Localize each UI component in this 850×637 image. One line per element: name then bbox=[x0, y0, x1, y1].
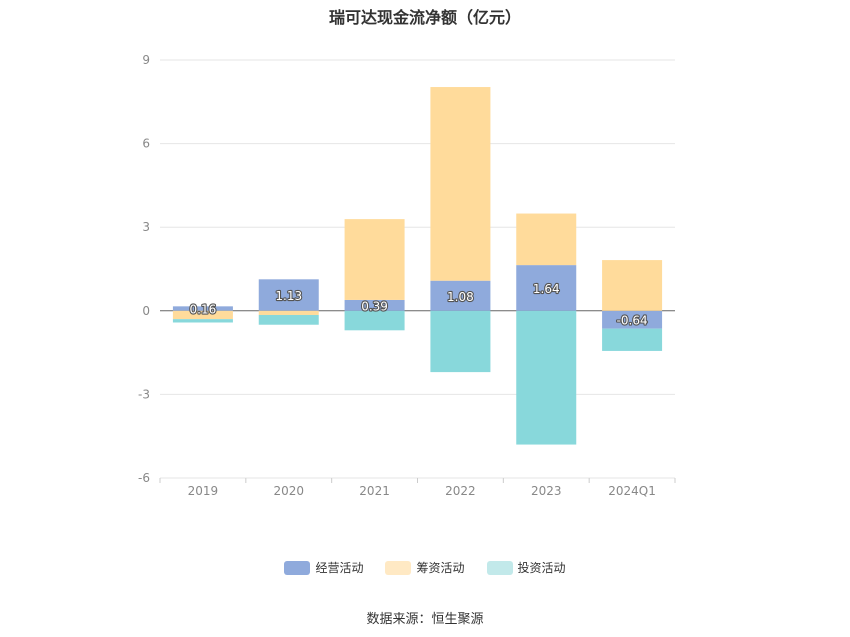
chart-title: 瑞可达现金流净额（亿元） bbox=[328, 8, 521, 27]
y-tick-label: 0 bbox=[142, 304, 150, 318]
legend-item-investing[interactable]: 投资活动 bbox=[486, 559, 566, 576]
x-tick-label: 2024Q1 bbox=[608, 484, 656, 498]
bar-financing bbox=[344, 219, 405, 300]
bar-investing bbox=[344, 310, 405, 331]
bar-operating bbox=[602, 310, 663, 329]
bar-financing bbox=[172, 310, 233, 320]
data-label: 1.13 bbox=[275, 289, 302, 303]
x-tick-label: 2020 bbox=[273, 484, 304, 498]
legend-item-operating[interactable]: 经营活动 bbox=[284, 559, 363, 576]
legend-label-operating: 经营活动 bbox=[315, 561, 364, 575]
x-tick-label: 2019 bbox=[188, 484, 219, 498]
data-label: 0.39 bbox=[361, 299, 388, 313]
bar-operating bbox=[344, 299, 405, 311]
legend-label-investing: 投资活动 bbox=[517, 561, 566, 575]
x-tick-label: 2022 bbox=[445, 484, 476, 498]
x-tick-label: 2021 bbox=[359, 484, 390, 498]
data-label: -0.64 bbox=[617, 314, 648, 328]
y-tick-label: -6 bbox=[138, 471, 150, 485]
chart-legend: 经营活动 筹资活动 投资活动 bbox=[0, 559, 850, 576]
bar-investing bbox=[516, 310, 577, 445]
legend-swatch-investing bbox=[486, 560, 513, 575]
bar-investing bbox=[430, 310, 491, 373]
bar-investing bbox=[172, 319, 233, 323]
bar-financing bbox=[258, 310, 319, 315]
data-label: 1.64 bbox=[533, 282, 560, 296]
y-tick-label: 9 bbox=[142, 53, 150, 67]
data-label: 0.16 bbox=[190, 303, 217, 317]
legend-swatch-financing bbox=[385, 560, 412, 575]
legend-item-financing[interactable]: 筹资活动 bbox=[385, 559, 465, 576]
bar-financing bbox=[516, 213, 577, 266]
bar-financing bbox=[602, 260, 663, 311]
bar-operating bbox=[516, 265, 577, 311]
bar-operating bbox=[258, 279, 319, 311]
legend-swatch-operating bbox=[284, 560, 311, 575]
bar-operating bbox=[172, 306, 233, 311]
chart-plot-area: 9 6 3 0 -3 -6 0.16 2019 1.13 2020 0.39 2021 1.08 2022… bbox=[138, 53, 676, 498]
y-tick-label: 6 bbox=[142, 137, 150, 151]
bar-operating bbox=[430, 280, 491, 311]
x-tick-label: 2023 bbox=[531, 484, 562, 498]
y-tick-label: -3 bbox=[138, 387, 150, 401]
bar-investing bbox=[258, 314, 319, 325]
data-label: 1.08 bbox=[447, 290, 474, 304]
y-tick-label: 3 bbox=[142, 220, 150, 234]
bar-financing bbox=[430, 87, 491, 281]
data-source-note: 数据来源：恒生聚源 bbox=[366, 612, 484, 627]
bar-investing bbox=[602, 328, 663, 351]
legend-label-financing: 筹资活动 bbox=[416, 561, 465, 575]
